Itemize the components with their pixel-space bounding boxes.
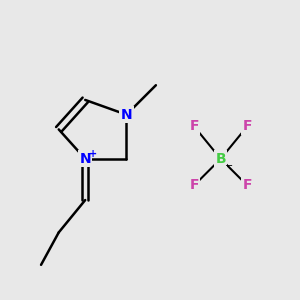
Text: B: B: [215, 152, 226, 166]
Text: F: F: [242, 119, 252, 134]
Text: F: F: [189, 178, 199, 192]
Text: −: −: [225, 161, 234, 171]
Text: +: +: [88, 148, 97, 158]
Text: F: F: [242, 178, 252, 192]
Text: N: N: [121, 108, 132, 122]
Text: N: N: [80, 152, 91, 166]
Text: F: F: [189, 119, 199, 134]
